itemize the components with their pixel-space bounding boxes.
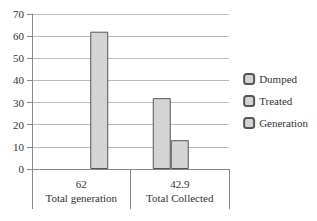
svg-text:70: 70 (13, 8, 25, 20)
svg-text:62: 62 (76, 178, 87, 190)
svg-text:Treated: Treated (259, 95, 293, 107)
svg-text:Dumped: Dumped (259, 73, 297, 85)
svg-text:42.9: 42.9 (170, 178, 190, 190)
svg-text:50: 50 (13, 52, 25, 64)
svg-text:Generation: Generation (259, 117, 308, 129)
svg-text:Total generation: Total generation (45, 192, 117, 204)
svg-text:Total Collected: Total Collected (146, 192, 214, 204)
svg-text:40: 40 (13, 74, 25, 86)
svg-text:10: 10 (13, 141, 25, 153)
svg-text:30: 30 (13, 97, 25, 109)
svg-text:60: 60 (13, 30, 25, 42)
svg-text:0: 0 (19, 163, 25, 175)
svg-text:20: 20 (13, 119, 25, 131)
